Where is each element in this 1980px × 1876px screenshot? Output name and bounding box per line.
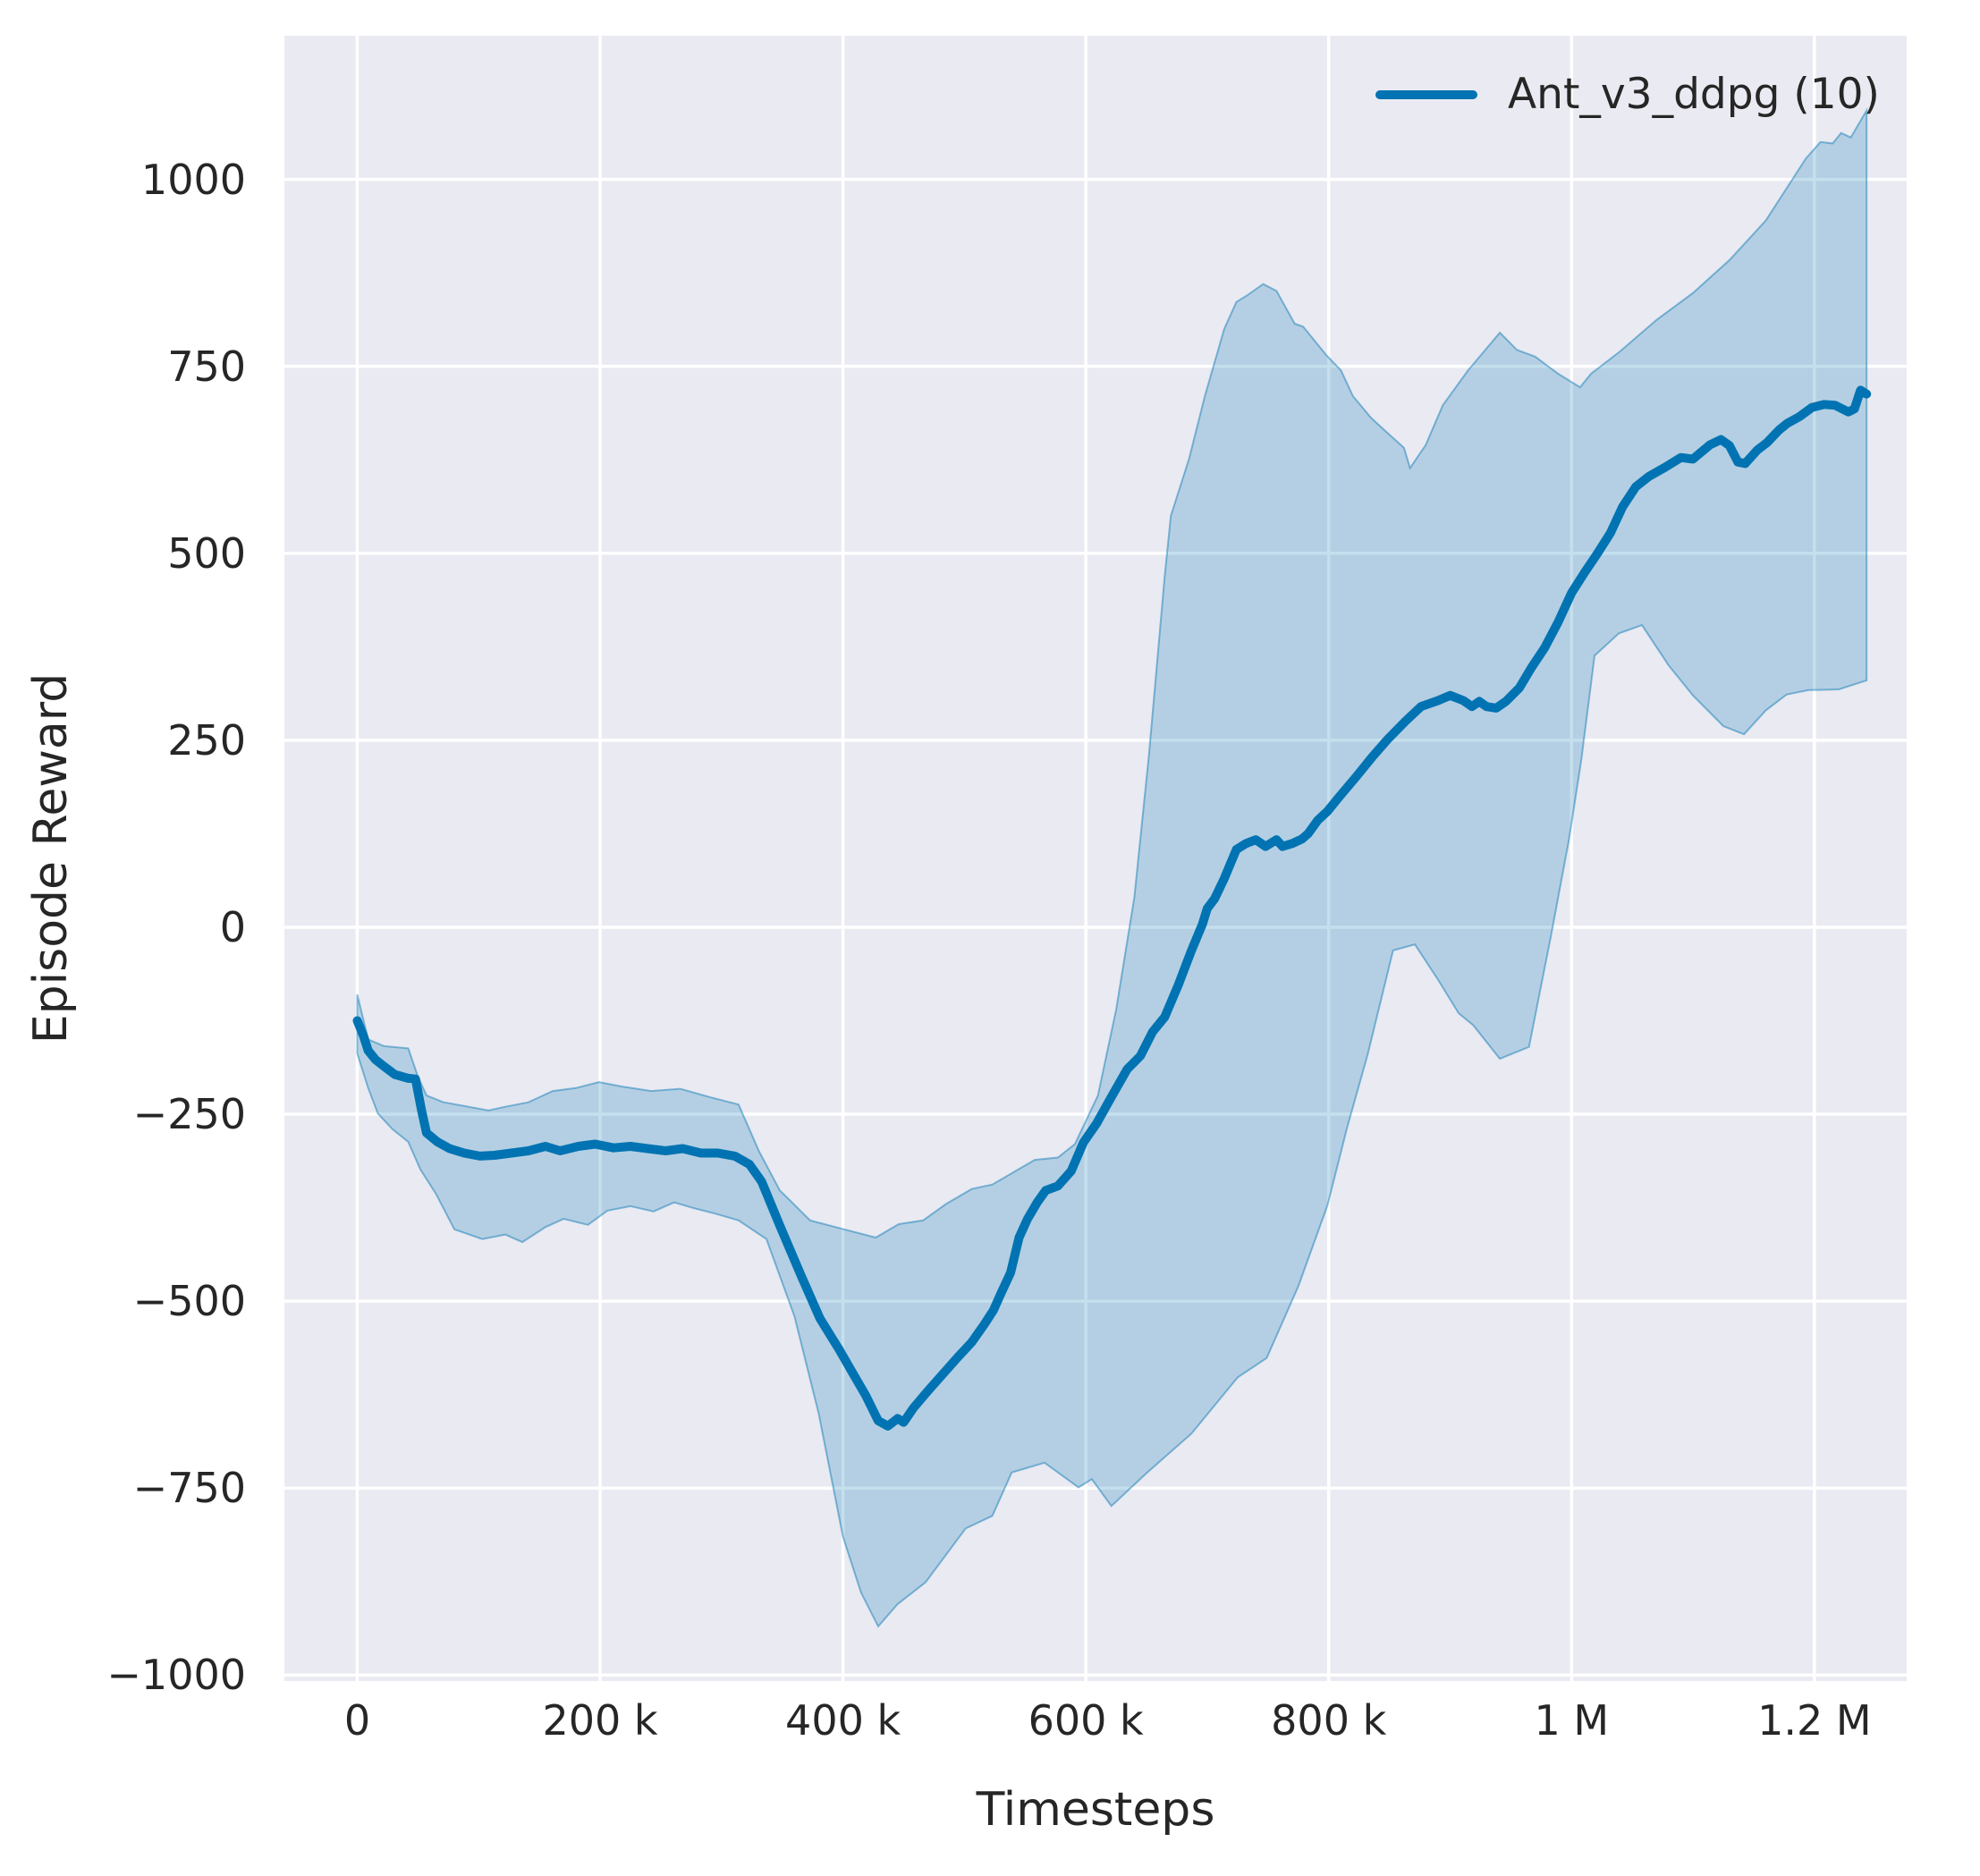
y-tick-label: 250 bbox=[167, 715, 246, 765]
x-tick-label: 400 k bbox=[785, 1696, 901, 1745]
y-tick-label: −750 bbox=[132, 1464, 246, 1513]
y-tick-label: 1000 bbox=[140, 155, 246, 204]
x-tick-label: 0 bbox=[343, 1696, 371, 1745]
y-tick-label: 0 bbox=[219, 902, 246, 951]
mean-line bbox=[352, 385, 1872, 1431]
x-tick-label: 200 k bbox=[542, 1696, 658, 1745]
legend-label: Ant_v3_ddpg (10) bbox=[1508, 70, 1880, 119]
x-tick-label: 800 k bbox=[1271, 1696, 1387, 1745]
y-tick-label: 500 bbox=[167, 528, 246, 578]
x-axis-label: Timesteps bbox=[976, 1783, 1215, 1837]
y-tick-label: −1000 bbox=[106, 1651, 246, 1700]
x-tick-label: 1.2 M bbox=[1757, 1696, 1872, 1745]
x-tick-label: 600 k bbox=[1028, 1696, 1144, 1745]
plot-background bbox=[284, 36, 1907, 1681]
y-tick-label: −250 bbox=[132, 1090, 246, 1139]
y-tick-label: −500 bbox=[132, 1277, 246, 1326]
x-tick-label: 1 M bbox=[1534, 1696, 1610, 1745]
y-tick-label: 750 bbox=[167, 342, 246, 391]
legend: Ant_v3_ddpg (10) bbox=[1375, 70, 1880, 120]
confidence-band bbox=[356, 106, 1868, 1628]
legend-line-icon bbox=[1375, 90, 1477, 99]
